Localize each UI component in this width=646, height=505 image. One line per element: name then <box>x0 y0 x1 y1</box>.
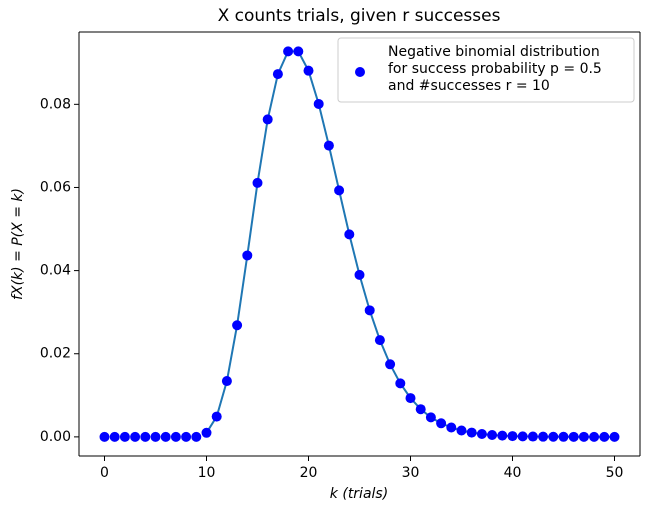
point <box>334 185 345 196</box>
point <box>170 431 181 442</box>
point <box>160 431 171 442</box>
point <box>517 431 528 442</box>
point <box>313 98 324 109</box>
point <box>191 431 202 442</box>
point <box>181 431 192 442</box>
point <box>272 69 283 80</box>
x-tick-label: 10 <box>198 465 216 481</box>
point <box>425 412 436 423</box>
x-tick-label: 20 <box>300 465 318 481</box>
point <box>578 431 589 442</box>
point <box>364 305 375 316</box>
point <box>476 429 487 440</box>
point <box>609 431 620 442</box>
point <box>323 140 334 151</box>
point <box>487 430 498 441</box>
point <box>242 250 253 261</box>
point <box>558 431 569 442</box>
point <box>221 376 232 387</box>
legend-label: Negative binomial distribution for succe… <box>388 44 602 94</box>
point <box>262 114 273 125</box>
point <box>140 431 151 442</box>
legend-entry: Negative binomial distribution for succe… <box>388 44 602 94</box>
point <box>201 427 212 438</box>
point <box>497 430 508 441</box>
point <box>589 431 600 442</box>
legend-box <box>337 37 635 103</box>
point <box>446 422 457 433</box>
x-tick-label: 40 <box>504 465 522 481</box>
y-tick-label: 0.06 <box>40 179 71 195</box>
point <box>436 418 447 429</box>
point <box>283 46 294 57</box>
x-axis-label: k (trials) <box>330 486 388 502</box>
point <box>130 431 141 442</box>
x-tick-label: 50 <box>606 465 624 481</box>
point <box>232 320 243 331</box>
point <box>385 359 396 370</box>
legend-marker <box>355 67 365 77</box>
y-tick-label: 0.02 <box>40 346 71 362</box>
point <box>415 404 426 415</box>
x-tick-label: 0 <box>100 465 109 481</box>
point <box>568 431 579 442</box>
point <box>599 431 610 442</box>
y-tick-label: 0.04 <box>40 263 71 279</box>
point <box>150 431 161 442</box>
point <box>548 431 559 442</box>
point <box>344 229 355 240</box>
y-axis-label: fX(k) = P(X = k) <box>10 188 26 300</box>
point <box>507 431 518 442</box>
x-tick-label: 30 <box>402 465 420 481</box>
y-tick-label: 0.08 <box>40 96 71 112</box>
point <box>99 431 110 442</box>
point <box>354 269 365 280</box>
y-tick-label: 0.00 <box>40 429 71 445</box>
point <box>211 411 222 422</box>
point <box>374 335 385 346</box>
point <box>405 393 416 404</box>
point <box>109 431 120 442</box>
point <box>456 425 467 436</box>
point <box>303 65 314 76</box>
line <box>205 50 615 438</box>
point <box>395 378 406 389</box>
point <box>466 427 477 438</box>
point <box>119 431 130 442</box>
point <box>527 431 538 442</box>
point <box>293 46 304 57</box>
chart-title: X counts trials, given r successes <box>218 6 501 26</box>
point <box>252 177 263 188</box>
point <box>538 431 549 442</box>
